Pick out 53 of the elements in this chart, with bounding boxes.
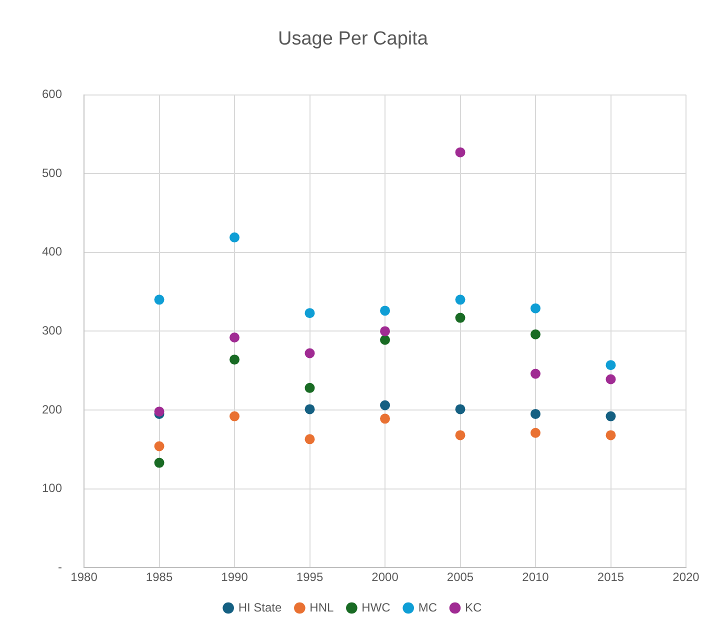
- x-tick-label: 2010: [522, 570, 550, 584]
- point: [606, 374, 616, 384]
- point: [304, 434, 315, 444]
- chart-title: Usage Per Capita: [278, 28, 428, 50]
- point: [230, 411, 240, 422]
- point: [530, 329, 541, 340]
- point: [530, 303, 541, 314]
- point: [455, 312, 466, 323]
- point: [304, 308, 315, 318]
- y-tick-label: 400: [42, 244, 62, 259]
- point: [230, 354, 240, 365]
- point: [380, 414, 390, 424]
- y-tick-label: 500: [42, 166, 62, 180]
- point: [606, 430, 616, 440]
- point: [530, 408, 541, 419]
- legend-label: MC: [418, 600, 438, 614]
- x-tick-label: 2020: [672, 570, 700, 584]
- point: [154, 294, 164, 305]
- point: [606, 360, 616, 370]
- point: [304, 348, 315, 358]
- point: [304, 404, 315, 414]
- point: [530, 428, 541, 438]
- point: [304, 382, 315, 393]
- y-tick-label: 100: [42, 481, 62, 496]
- point: [455, 147, 466, 158]
- legend-label: KC: [465, 600, 482, 614]
- legend-label: HWC: [362, 600, 391, 614]
- point: [154, 458, 164, 468]
- x-tick-label: 1990: [221, 570, 248, 584]
- point: [380, 400, 390, 410]
- x-tick-label: 1985: [146, 570, 173, 584]
- x-tick-label: 2015: [597, 570, 624, 584]
- x-tick-label: 1995: [296, 570, 324, 584]
- point: [606, 411, 616, 422]
- point: [230, 232, 240, 242]
- legend-label: HNL: [310, 600, 334, 614]
- legend-label: HI State: [238, 600, 282, 614]
- point: [380, 334, 390, 345]
- point: [455, 294, 466, 305]
- point: [380, 306, 390, 316]
- point: [380, 326, 390, 336]
- x-tick-label: 2005: [446, 570, 474, 584]
- point: [455, 404, 466, 414]
- point: [455, 430, 466, 440]
- point: [154, 441, 164, 452]
- y-tick-label: 300: [42, 324, 62, 338]
- x-tick-label: 2000: [372, 570, 399, 584]
- point: [530, 368, 541, 379]
- y-tick-label: -: [58, 560, 62, 574]
- y-tick-label: 600: [42, 87, 62, 102]
- y-tick-label: 200: [42, 402, 62, 416]
- point: [230, 332, 240, 343]
- x-tick-label: 1980: [70, 570, 98, 584]
